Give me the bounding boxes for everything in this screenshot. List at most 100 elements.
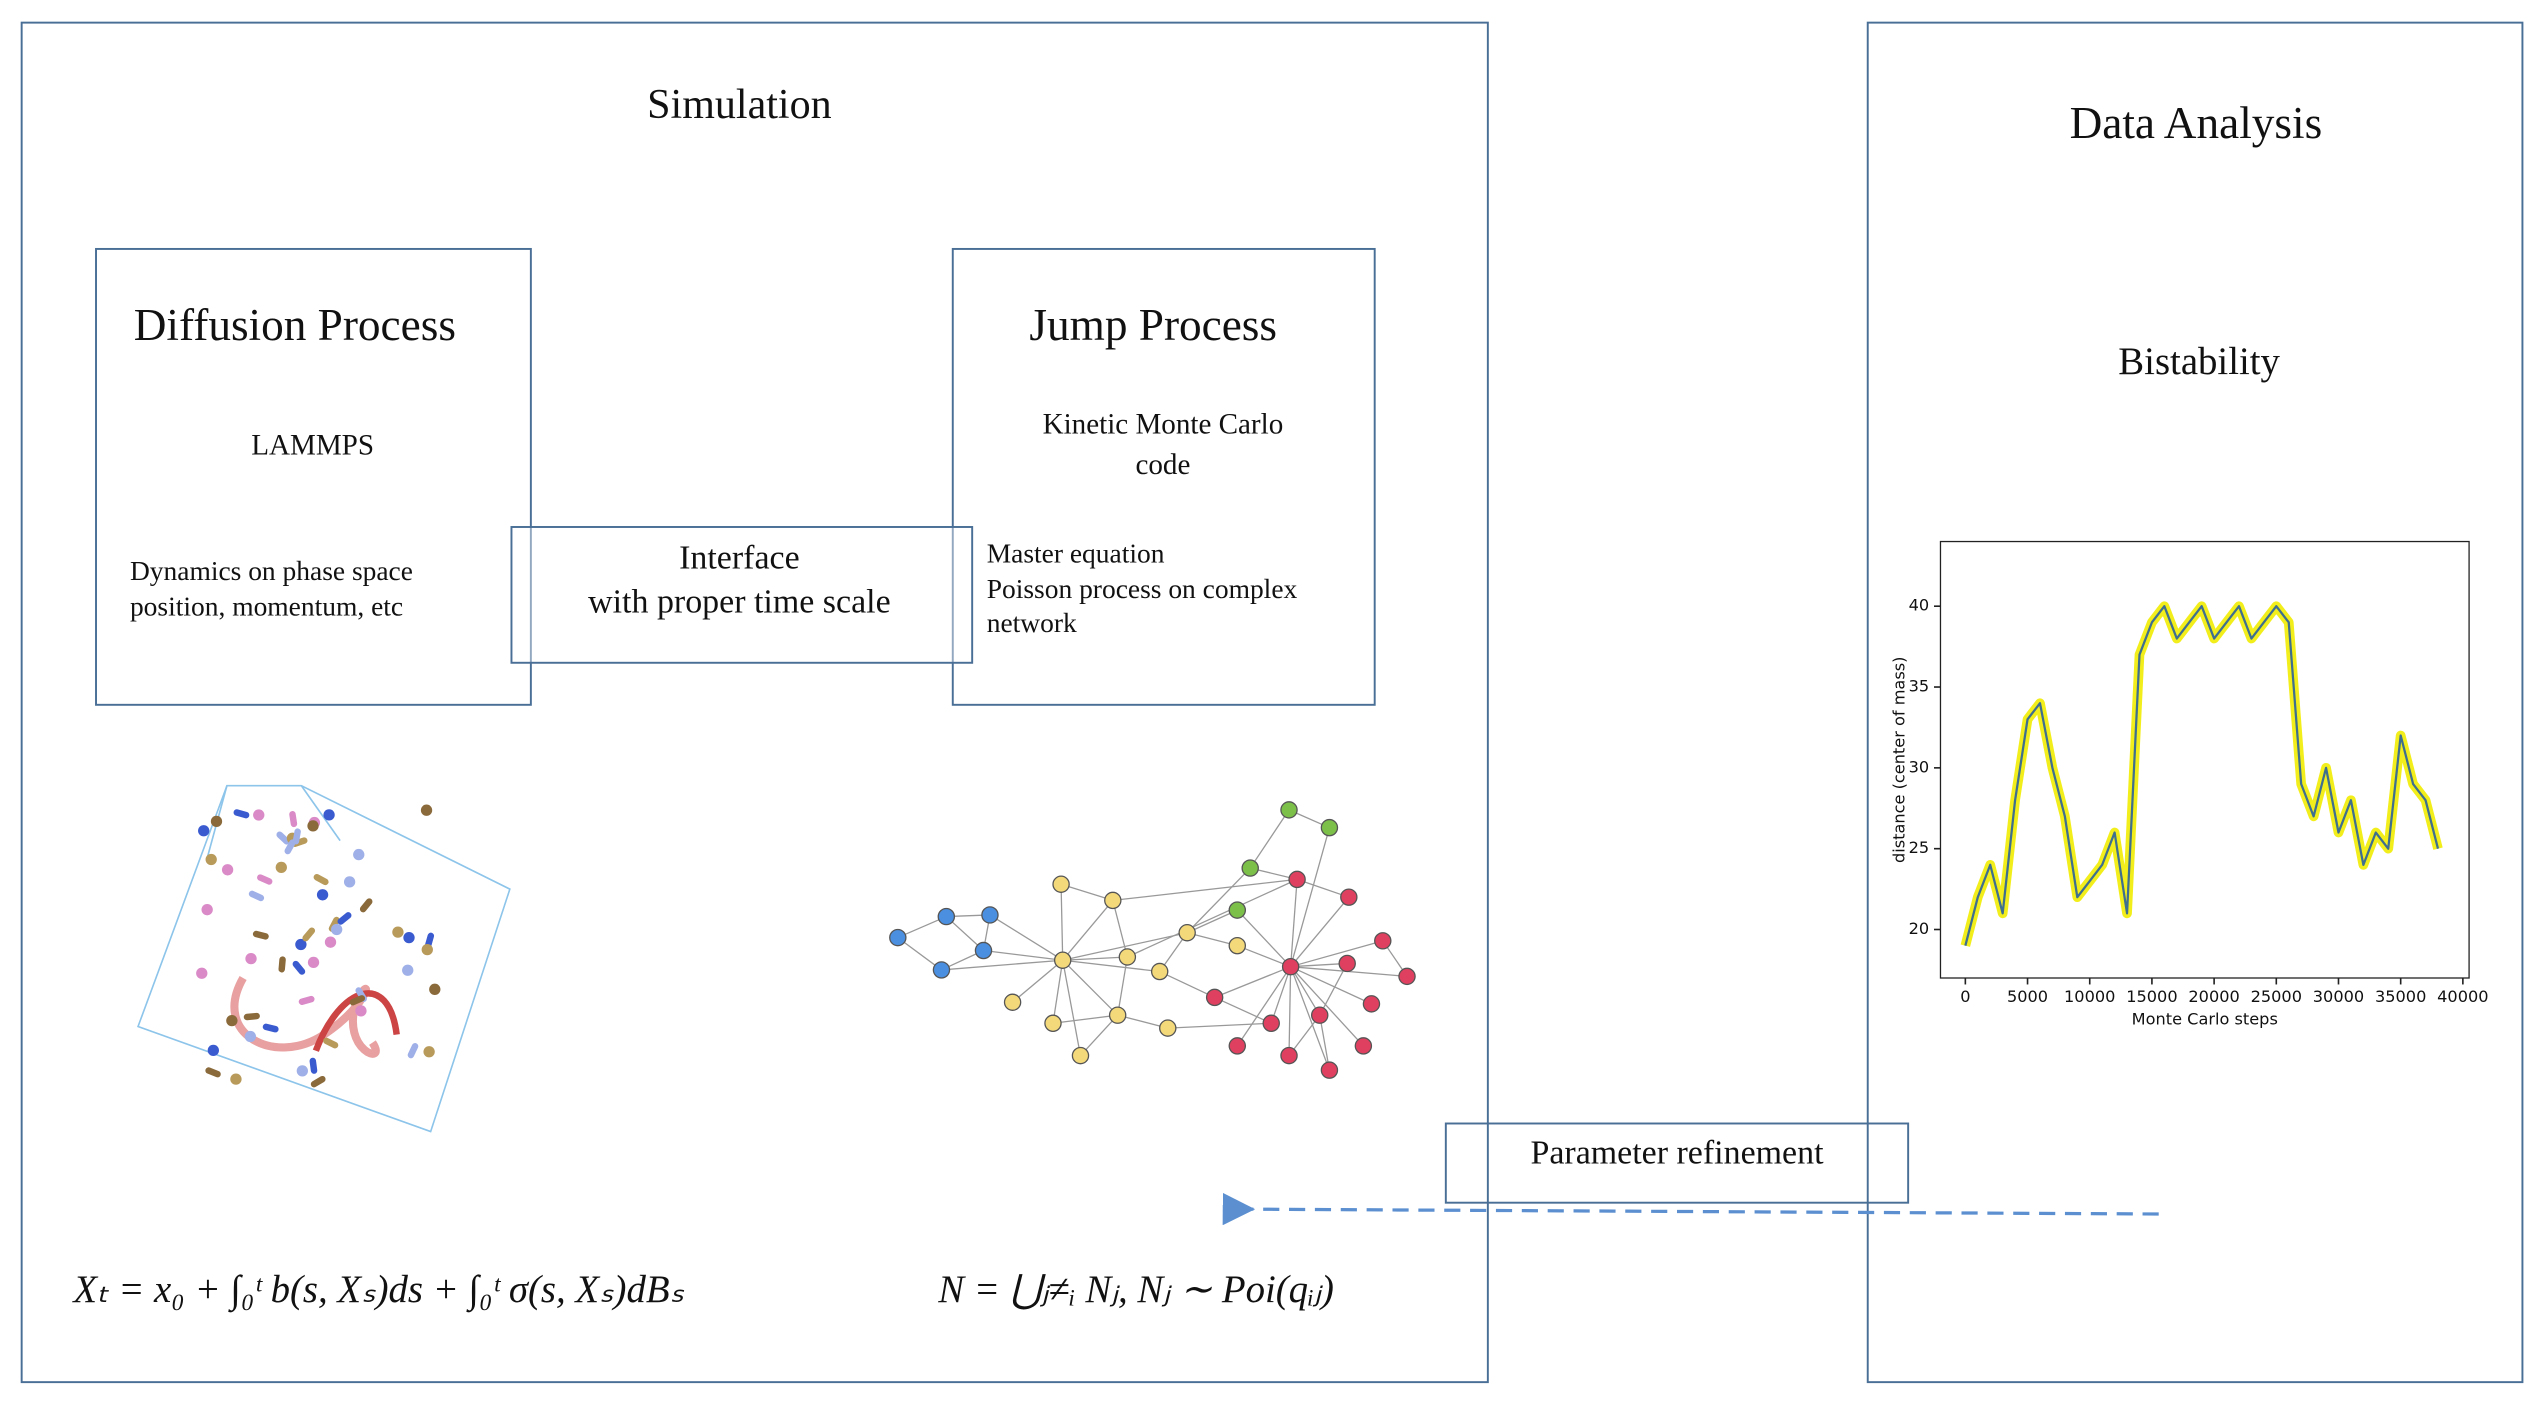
network-node: [1044, 1014, 1062, 1032]
rod: [257, 874, 273, 885]
network-edge: [941, 959, 1063, 971]
network-edge: [1288, 966, 1292, 1056]
y-tick-label: 30: [1909, 757, 1930, 776]
network-edge: [1117, 956, 1128, 1016]
rod: [337, 912, 352, 925]
sim-cell: [137, 784, 511, 1133]
y-tick-label: 20: [1909, 919, 1930, 938]
network-node: [1362, 995, 1381, 1013]
network-edge: [1290, 896, 1350, 968]
atom: [210, 815, 223, 828]
x-tick-label: 20000: [2188, 987, 2239, 1006]
network-node: [1228, 901, 1247, 919]
rod: [233, 809, 250, 819]
rod: [313, 874, 329, 886]
atom: [343, 876, 356, 888]
desc: Dynamics on phase space: [130, 556, 413, 586]
box-title: Jump Process: [1029, 300, 1277, 350]
rod: [292, 960, 306, 975]
x-tick-label: 30000: [2313, 987, 2364, 1006]
network-edge: [983, 949, 1063, 961]
atom: [230, 1073, 242, 1085]
atom: [331, 923, 343, 936]
title: Data Analysis: [2070, 98, 2323, 148]
network-edge: [1052, 1014, 1118, 1024]
atom: [221, 864, 234, 876]
rod: [243, 1012, 260, 1021]
rod: [284, 839, 296, 855]
network-edge: [1052, 960, 1064, 1024]
network-node: [1280, 1046, 1298, 1065]
diffusion-box: [95, 247, 532, 706]
rod: [291, 837, 308, 847]
atom: [275, 861, 287, 874]
rod: [309, 1057, 318, 1074]
rod: [248, 890, 265, 902]
network-edge: [1060, 883, 1114, 902]
network-node: [1280, 801, 1298, 819]
network-edge: [1290, 966, 1372, 1005]
feedback-box: [1444, 1122, 1910, 1204]
network-edge: [1289, 879, 1298, 967]
x-tick-label: 25000: [2251, 987, 2302, 1006]
network-edge: [1270, 966, 1292, 1024]
x-axis-label: Monte Carlo steps: [2132, 1010, 2278, 1029]
atom: [307, 956, 320, 969]
network-node: [1003, 993, 1022, 1011]
formula: Xₜ = x₀ + ∫₀ᵗ b(s, Xₛ)ds + ∫₀ᵗ σ(s, Xₛ)d…: [71, 1268, 684, 1313]
plot: 20 25 30 35 40 0 5000 10000 15000 20000 25000 30000…: [1890, 540, 2489, 1029]
network-node: [1052, 875, 1070, 893]
data-analysis-panel: [1866, 21, 2524, 1384]
network-edge: [1249, 809, 1290, 869]
network-node: [1159, 1019, 1177, 1037]
network-edge: [1290, 827, 1331, 967]
desc: Poisson process on complex: [987, 574, 1298, 604]
network-edge: [1236, 966, 1292, 1047]
rod: [252, 930, 269, 940]
rod: [289, 811, 298, 828]
rod: [278, 956, 286, 973]
network-edge: [897, 937, 942, 971]
network-node: [1288, 870, 1306, 889]
network-edge: [1319, 963, 1348, 1016]
rod: [349, 995, 366, 1006]
network-edge: [1186, 867, 1251, 934]
rod: [298, 995, 315, 1005]
network-edge: [1290, 966, 1331, 1071]
network-node: [1178, 924, 1196, 942]
line-band: [1960, 601, 2443, 947]
atom: [355, 1005, 367, 1017]
rod: [359, 898, 373, 913]
x-tick-label: 10000: [2064, 987, 2115, 1006]
rod: [276, 831, 290, 845]
network-node: [1228, 1037, 1247, 1055]
atom: [196, 967, 208, 979]
network-edge: [1237, 945, 1291, 968]
y-tick-label: 35: [1909, 677, 1930, 696]
network-edge: [1062, 932, 1188, 961]
network-node: [1108, 1006, 1127, 1024]
atom: [295, 938, 307, 951]
network-edge: [1112, 878, 1298, 902]
network-edge: [1214, 996, 1272, 1024]
interface-box: [510, 526, 974, 664]
rod: [323, 1037, 339, 1049]
network-node: [974, 941, 993, 960]
formula: N = ⋃ⱼ≠ᵢ Nⱼ, Nⱼ ∼ Poi(qᵢⱼ): [937, 1268, 1334, 1311]
atom: [244, 1030, 257, 1043]
rod: [205, 1067, 221, 1078]
x-tick-label: 15000: [2126, 987, 2177, 1006]
atom: [245, 952, 257, 965]
network-edge: [1186, 909, 1238, 934]
network-edge: [989, 914, 1064, 961]
y-axis-label: distance (center of mass): [1890, 657, 1909, 864]
tool: LAMMPS: [251, 429, 374, 461]
simulation-panel: [20, 21, 1489, 1384]
atom: [296, 1065, 308, 1077]
network-image: [889, 801, 1416, 1079]
network-edge: [1062, 959, 1119, 1016]
network-edge: [1062, 959, 1160, 973]
atom: [402, 964, 414, 976]
network-node: [937, 907, 956, 926]
sim-cell: [300, 785, 341, 842]
